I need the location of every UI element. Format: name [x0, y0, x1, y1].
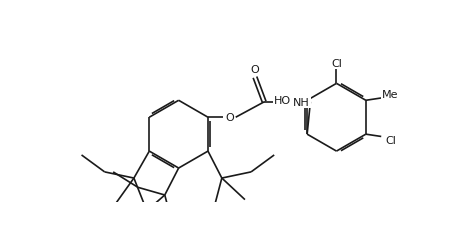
Text: Cl: Cl: [331, 59, 342, 69]
Text: NH: NH: [293, 97, 310, 107]
Text: O: O: [251, 65, 259, 75]
Text: HO: HO: [274, 96, 291, 106]
Text: Cl: Cl: [385, 136, 396, 146]
Text: Me: Me: [382, 90, 399, 100]
Text: O: O: [225, 113, 234, 123]
